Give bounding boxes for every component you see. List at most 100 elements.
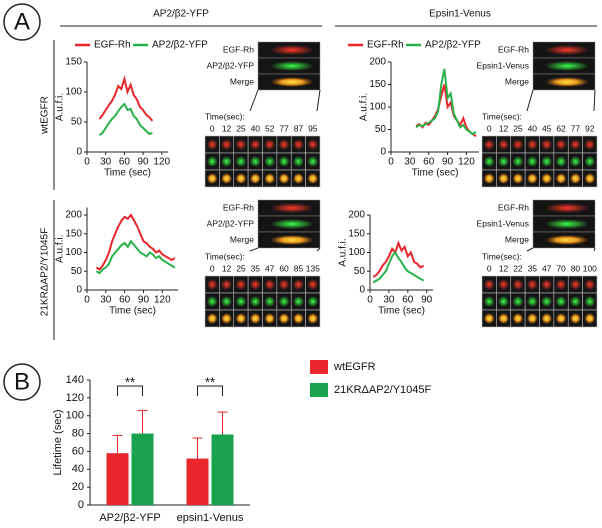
signal-spot (307, 139, 319, 150)
signal-spot (483, 296, 495, 307)
signal-spot (541, 279, 553, 290)
signal-blob (545, 61, 589, 71)
signal-spot (483, 279, 495, 290)
legend-label: EGF-Rh (94, 40, 131, 51)
signal-spot (512, 279, 524, 290)
signal-spot (235, 156, 247, 167)
time-value: 40 (251, 123, 261, 133)
x-tick-label: 60 (423, 157, 435, 168)
signal-spot (483, 156, 495, 167)
x-tick-label: 30 (383, 295, 395, 306)
y-tick-label: 140 (66, 374, 84, 386)
time-value: 92 (585, 123, 595, 133)
x-tick-label: 30 (404, 157, 416, 168)
signal-spot (206, 173, 218, 184)
y-axis-label: A.u.f.i. (359, 93, 370, 121)
y-tick-label: 0 (380, 147, 386, 158)
x-axis-label: Time (sec) (378, 306, 425, 317)
x-tick-label: 0 (367, 295, 373, 306)
callout-line (316, 247, 321, 252)
legend-label: AP2/β2-YFP (152, 40, 208, 51)
x-tick-label: AP2/β2-YFP (99, 512, 160, 524)
channel-label: EGF-Rh (223, 202, 254, 212)
signal-blob (270, 77, 314, 87)
signal-spot (221, 279, 233, 290)
signal-spot (584, 173, 596, 184)
y-axis-label: A.u.f.i. (338, 238, 349, 266)
time-value: 45 (542, 123, 552, 133)
callout-line (316, 89, 321, 112)
signal-blob (270, 235, 314, 245)
legend-swatch (310, 360, 328, 374)
y-tick-label: 100 (369, 102, 386, 113)
time-value: 62 (556, 123, 566, 133)
y-tick-label: 50 (354, 266, 366, 277)
y-tick-label: 0 (359, 285, 365, 296)
x-tick-label: 90 (138, 157, 150, 168)
x-axis-label: Time (sec) (412, 168, 459, 179)
signal-spot (249, 139, 261, 150)
signal-spot (498, 156, 510, 167)
y-tick-label: 50 (375, 124, 387, 135)
signal-spot (498, 139, 510, 150)
x-tick-label: 120 (458, 157, 475, 168)
time-value: 0 (210, 263, 215, 273)
signal-spot (307, 173, 319, 184)
x-tick-label: 60 (402, 295, 414, 306)
y-tick-label: 0 (78, 499, 84, 511)
signal-spot (498, 313, 510, 324)
time-value: 25 (236, 263, 246, 273)
legend-label: EGF-Rh (367, 40, 404, 51)
bar (211, 434, 234, 505)
time-value: 52 (265, 123, 275, 133)
signal-spot (278, 156, 290, 167)
signal-blob (545, 45, 589, 55)
series-line (98, 74, 154, 122)
time-value: 12 (499, 123, 509, 133)
signal-spot (264, 279, 276, 290)
y-tick-label: 0 (76, 285, 82, 296)
signal-spot (249, 156, 261, 167)
signal-spot (206, 279, 218, 290)
x-tick-label: 60 (119, 295, 131, 306)
signal-spot (526, 156, 538, 167)
signal-blob (545, 235, 589, 245)
signal-spot (278, 279, 290, 290)
row-label: wtEGFR (40, 96, 51, 135)
callout-line (593, 89, 596, 112)
signal-spot (249, 173, 261, 184)
channel-label: Merge (230, 76, 254, 86)
signal-spot (569, 313, 581, 324)
channel-label: Epsin1-Venus (477, 218, 529, 228)
callout-line (249, 247, 259, 252)
time-value: 25 (236, 123, 246, 133)
signal-spot (235, 279, 247, 290)
signal-spot (264, 173, 276, 184)
series-line (98, 102, 153, 136)
channel-label: EGF-Rh (498, 44, 529, 54)
signal-spot (541, 156, 553, 167)
signal-spot (555, 156, 567, 167)
y-tick-label: 150 (65, 57, 82, 68)
signal-blob (545, 77, 589, 87)
y-tick-label: 0 (76, 147, 82, 158)
y-tick-label: 150 (65, 228, 82, 239)
y-tick-label: 100 (65, 87, 82, 98)
error-bar (192, 437, 203, 459)
signal-spot (512, 313, 524, 324)
time-value: 12 (222, 263, 232, 273)
y-axis-label: A.u.f.i. (55, 93, 66, 121)
legend-label: AP2/β2-YFP (425, 40, 481, 51)
signal-spot (512, 139, 524, 150)
bar (186, 458, 209, 505)
signal-spot (569, 156, 581, 167)
significance-label: ** (125, 374, 135, 389)
callout-line (249, 89, 259, 112)
signal-spot (526, 279, 538, 290)
signal-spot (292, 139, 304, 150)
time-value: 25 (513, 123, 523, 133)
significance-bracket (117, 385, 143, 396)
signal-blob (545, 219, 589, 229)
x-axis-label: Time (sec) (104, 168, 151, 179)
y-tick-label: 200 (65, 210, 82, 221)
